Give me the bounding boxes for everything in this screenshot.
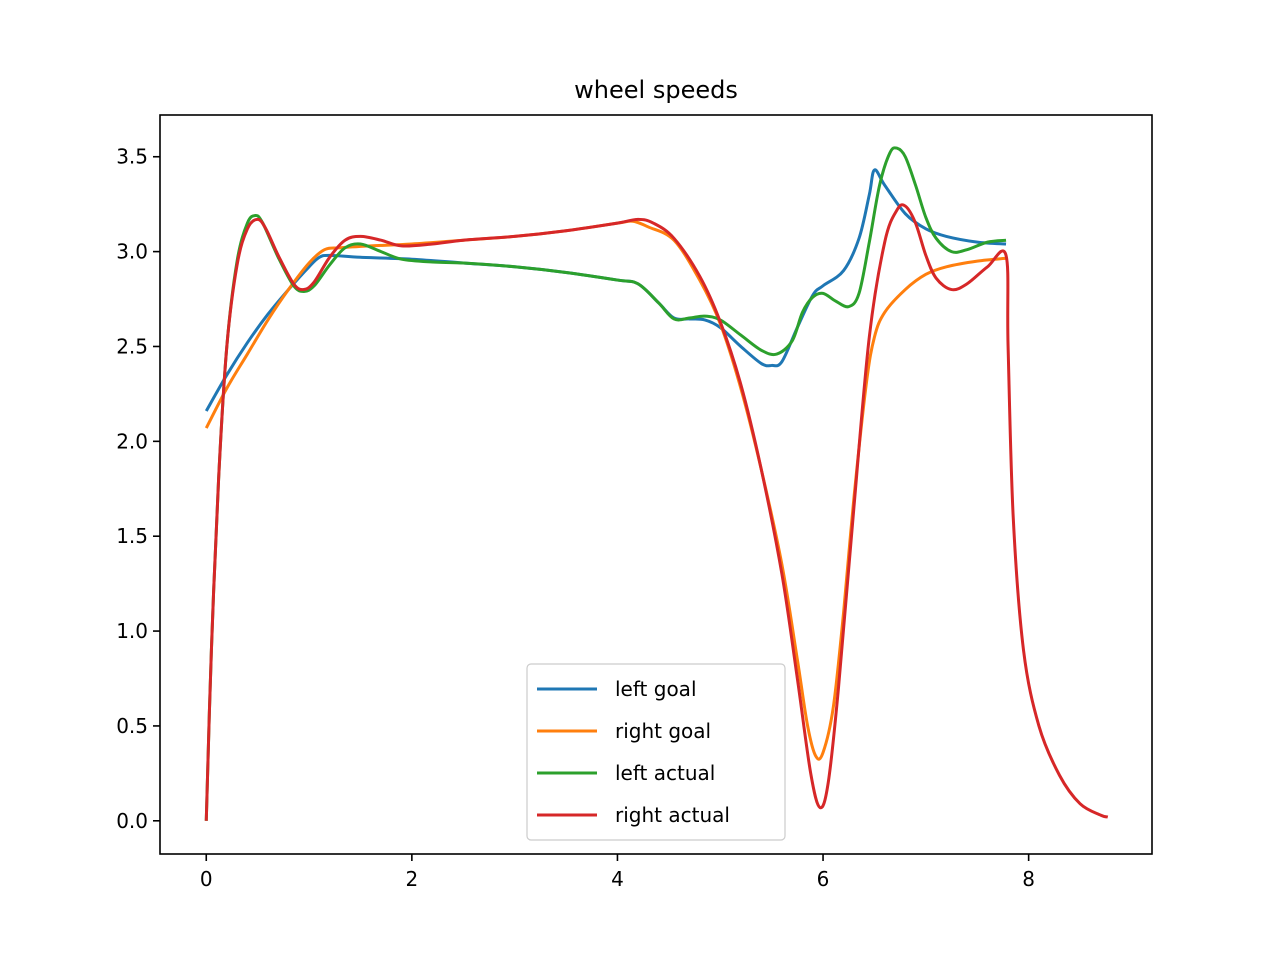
y-tick-label: 1.0	[116, 619, 148, 643]
series-layer	[204, 146, 1109, 821]
series-line-left-goal	[204, 168, 1007, 412]
y-tick-label: 0.0	[116, 809, 148, 833]
legend-label-right-actual: right actual	[615, 803, 730, 827]
y-tick-label: 0.5	[116, 714, 148, 738]
legend-label-left-goal: left goal	[615, 677, 697, 701]
plot-area-frame	[159, 114, 1153, 855]
y-tick-label: 1.5	[116, 524, 148, 548]
y-tick-label: 3.5	[116, 145, 148, 169]
legend: left goal right goal left actual right actu…	[526, 663, 786, 841]
x-tick-label: 4	[611, 867, 624, 891]
x-tick-label: 2	[405, 867, 418, 891]
chart-title: wheel speeds	[574, 76, 738, 104]
y-tick-label: 3.0	[116, 240, 148, 264]
x-axis: 0 2 4 6 8	[200, 854, 1035, 891]
series-line-right-actual	[204, 203, 1109, 821]
legend-label-right-goal: right goal	[615, 719, 711, 743]
y-tick-label: 2.5	[116, 334, 148, 358]
x-tick-label: 0	[200, 867, 213, 891]
x-tick-label: 8	[1022, 867, 1035, 891]
y-tick-label: 2.0	[116, 429, 148, 453]
legend-label-left-actual: left actual	[615, 761, 715, 785]
legend-entries: left goal right goal left actual right actu…	[537, 677, 730, 827]
legend-box	[526, 663, 786, 841]
x-tick-label: 6	[817, 867, 830, 891]
y-axis: 0.0 0.5 1.0 1.5 2.0 2.5 3.0 3.5	[116, 145, 160, 833]
